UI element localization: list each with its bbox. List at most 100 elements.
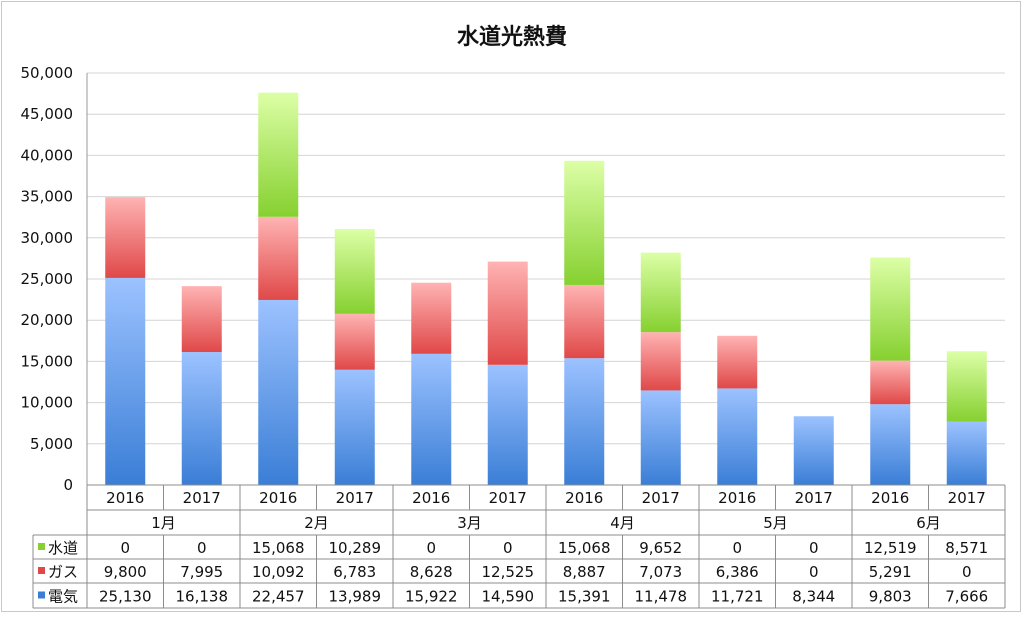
bar-segment-水道: [640, 252, 681, 333]
x-tick-year: 2016: [565, 489, 603, 507]
bar-segment-ガス: [870, 360, 911, 405]
data-label: 8,887: [563, 563, 606, 581]
y-tick-label: 45,000: [21, 105, 74, 123]
bar-segment-ガス: [411, 282, 452, 354]
x-tick-year: 2017: [183, 489, 221, 507]
bar-segment-ガス: [487, 261, 528, 365]
bar-segment-水道: [258, 92, 299, 217]
data-label: 0: [732, 539, 742, 557]
bar-segment-電気: [411, 353, 452, 485]
data-label: 5,291: [869, 563, 912, 581]
data-label: 6,386: [716, 563, 759, 581]
gridlines: [87, 72, 1005, 486]
legend-swatch-水道: [38, 543, 45, 550]
x-tick-year: 2017: [795, 489, 833, 507]
bar-segment-電気: [334, 369, 375, 485]
data-label: 0: [503, 539, 513, 557]
data-label: 13,989: [329, 588, 382, 606]
bar-segment-電気: [105, 277, 146, 485]
bar-segment-ガス: [334, 313, 375, 370]
x-tick-month: 2月: [304, 514, 329, 532]
x-tick-year: 2016: [106, 489, 144, 507]
data-label: 8,628: [410, 563, 453, 581]
bar-segment-水道: [870, 257, 911, 361]
x-tick-year: 2017: [336, 489, 374, 507]
bar-segment-電気: [564, 358, 605, 485]
data-label: 8,344: [792, 588, 835, 606]
data-label: 15,068: [558, 539, 611, 557]
bars: [105, 92, 987, 485]
data-label: 0: [809, 539, 819, 557]
data-label: 10,092: [252, 563, 305, 581]
bar-segment-電気: [640, 390, 681, 485]
data-label: 16,138: [176, 588, 229, 606]
data-label: 22,457: [252, 588, 305, 606]
x-tick-year: 2016: [718, 489, 756, 507]
bar-segment-ガス: [564, 284, 605, 359]
data-label: 9,652: [639, 539, 682, 557]
legend-swatch-ガス: [38, 567, 45, 574]
chart-title: 水道光熱費: [457, 24, 567, 50]
data-label: 15,922: [405, 588, 458, 606]
data-label: 7,073: [639, 563, 682, 581]
data-label: 0: [197, 539, 207, 557]
data-label: 12,525: [482, 563, 535, 581]
data-label: 15,068: [252, 539, 305, 557]
y-tick-label: 10,000: [21, 394, 74, 412]
y-tick-label: 30,000: [21, 229, 74, 247]
bar-segment-水道: [334, 229, 375, 314]
x-tick-year: 2016: [871, 489, 909, 507]
data-label: 7,995: [180, 563, 223, 581]
x-tick-year: 2017: [642, 489, 680, 507]
bar-segment-ガス: [258, 216, 299, 300]
y-tick-label: 5,000: [30, 435, 73, 453]
y-tick-label: 40,000: [21, 146, 74, 164]
x-tick-month: 4月: [610, 514, 635, 532]
y-tick-label: 35,000: [21, 188, 74, 206]
bar-segment-電気: [793, 416, 834, 485]
x-tick-year: 2017: [948, 489, 986, 507]
legend-label: ガス: [48, 563, 78, 581]
data-label: 9,803: [869, 588, 912, 606]
x-tick-year: 2016: [259, 489, 297, 507]
x-tick-month: 6月: [916, 514, 941, 532]
data-label: 6,783: [333, 563, 376, 581]
bar-segment-電気: [181, 352, 222, 485]
y-tick-label: 50,000: [21, 64, 74, 82]
y-tick-label: 20,000: [21, 311, 74, 329]
bar-segment-水道: [564, 160, 605, 285]
y-tick-label: 0: [63, 476, 73, 494]
x-tick-month: 5月: [763, 514, 788, 532]
y-axis: 0 5,000 10,000 15,000 20,000 25,000 30,000 35,0…: [21, 64, 88, 494]
x-tick-month: 3月: [457, 514, 482, 532]
bar-segment-ガス: [717, 335, 758, 389]
bar-segment-ガス: [181, 286, 222, 353]
data-label: 11,478: [635, 588, 688, 606]
bar-segment-ガス: [640, 332, 681, 391]
data-label: 0: [120, 539, 130, 557]
legend-label: 電気: [48, 588, 78, 606]
data-label: 12,519: [864, 539, 917, 557]
bar-segment-電気: [258, 299, 299, 485]
data-label: 10,289: [329, 539, 382, 557]
x-tick-year: 2017: [489, 489, 527, 507]
data-label: 9,800: [104, 563, 147, 581]
bar-segment-電気: [487, 364, 528, 485]
legend-swatch-電気: [38, 591, 45, 599]
data-label: 11,721: [711, 588, 764, 606]
data-label: 14,590: [482, 588, 535, 606]
bar-segment-電気: [870, 404, 911, 485]
data-table: 2016 2017 2016 2017 2016 2017 2016 2017 2016 2017…: [32, 484, 1006, 609]
data-label: 0: [962, 563, 972, 581]
data-label: 25,130: [99, 588, 152, 606]
y-tick-label: 25,000: [21, 270, 74, 288]
x-tick-month: 1月: [151, 514, 176, 532]
y-tick-label: 15,000: [21, 352, 74, 370]
data-label: 0: [426, 539, 436, 557]
legend-label: 水道: [48, 539, 78, 557]
data-label: 7,666: [945, 588, 988, 606]
bar-segment-水道: [946, 351, 987, 422]
data-label: 0: [809, 563, 819, 581]
